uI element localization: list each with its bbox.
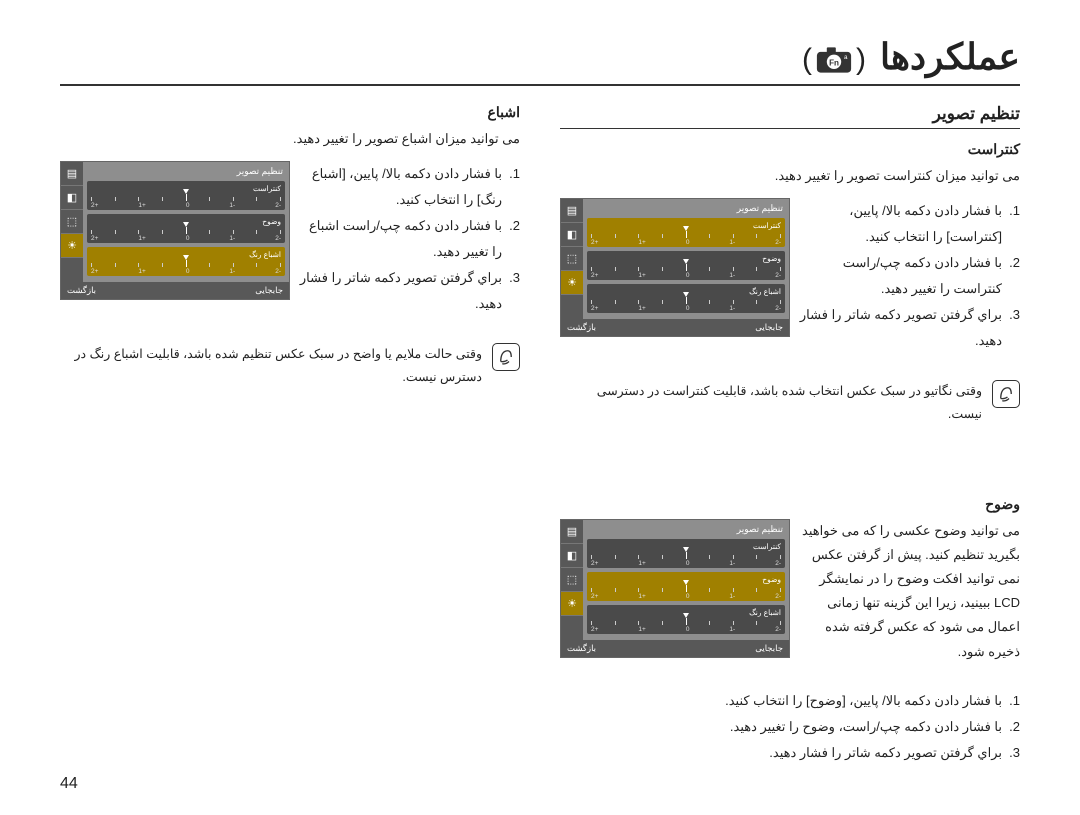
- panel-header: تنظیم تصویر: [237, 166, 283, 177]
- left-column: اشباع می توانید میزان اشباع تصویر را تغی…: [60, 104, 520, 778]
- desc-sat: می توانید میزان اشباع تصویر را تغییر دهی…: [60, 127, 520, 151]
- note-icon: [492, 343, 520, 371]
- step-text: براي گرفتن تصویر دکمه شاتر را فشار دهید.: [769, 745, 1002, 760]
- panel-row-sharp: می توانید وضوح عکسی را که می خواهید بگیر…: [560, 519, 1020, 673]
- panel-side-icon: ▤: [561, 199, 583, 223]
- steps-sharp: 1.با فشار دادن دکمه بالا/ پایین، [وضوح] …: [560, 688, 1020, 766]
- panel-slider-row: اشباع رنگ -2-10+1+2: [587, 605, 785, 634]
- panel-sidebar: ▤◧⬚☀: [561, 520, 583, 640]
- panel-slider-row: اشباع رنگ -2-10+1+2: [587, 284, 785, 313]
- panel-slider-row: وضوح -2-10+1+2: [87, 214, 285, 243]
- step-text: با فشار دادن دکمه چپ/راست، وضوح را تغییر…: [730, 719, 1002, 734]
- page-title: عملکردها: [880, 36, 1020, 78]
- step-text: با فشار دادن دکمه چپ/راست اشباع را تغییر…: [309, 218, 502, 259]
- panel-slider-row: کنتراست -2-10+1+2: [587, 539, 785, 568]
- panel-slider-row: اشباع رنگ -2-10+1+2: [87, 247, 285, 276]
- page-number: 44: [60, 775, 78, 793]
- step-text: با فشار دادن دکمه بالا/ پایین، [اشباع رن…: [312, 166, 502, 207]
- panel-foot-move: جابجایی: [255, 285, 283, 296]
- panel-slider-row: کنتراست -2-10+1+2: [587, 218, 785, 247]
- panel-side-icon: ▤: [61, 162, 83, 186]
- panel-side-icon: ⬚: [561, 247, 583, 271]
- panel-row-sat: 1.با فشار دادن دکمه بالا/ پایین، [اشباع …: [60, 161, 520, 329]
- panel-foot-move: جابجایی: [755, 643, 783, 654]
- panel-side-icon: ☀: [61, 234, 83, 258]
- step-text: براي گرفتن تصویر دکمه شاتر را فشار دهید.: [800, 307, 1002, 348]
- panel-slider-row: کنتراست -2-10+1+2: [87, 181, 285, 210]
- subtitle-sharp: وضوح: [560, 496, 1020, 513]
- note-icon: [992, 380, 1020, 408]
- camera-fn-icon: Fn a: [816, 46, 852, 74]
- steps-sat: 1.با فشار دادن دکمه بالا/ پایین، [اشباع …: [298, 161, 520, 317]
- lcd-panel-sharp: تنظیم تصویر کنتراست -2-10+1+2 وضوح -2-10…: [560, 519, 790, 658]
- step-text: با فشار دادن دکمه بالا/ پایین، [کنتراست]…: [849, 203, 1002, 244]
- desc-sharp: می توانید وضوح عکسی را که می خواهید بگیر…: [798, 519, 1020, 663]
- panel-side-icon: ⬚: [61, 210, 83, 234]
- svg-text:Fn: Fn: [829, 58, 839, 67]
- panel-header: تنظیم تصویر: [737, 524, 783, 535]
- panel-side-icon: ▤: [561, 520, 583, 544]
- note-contrast: وقتی نگاتیو در سبک عکس انتخاب شده باشد، …: [560, 380, 1020, 426]
- step-text: با فشار دادن دکمه چپ/راست کنتراست را تغی…: [843, 255, 1002, 296]
- lcd-panel-contrast: تنظیم تصویر کنتراست -2-10+1+2 وضوح -2-10…: [560, 198, 790, 337]
- panel-foot-move: جابجایی: [755, 322, 783, 333]
- panel-side-icon: ⬚: [561, 568, 583, 592]
- note-text-sat: وقتی حالت ملایم یا واضح در سبک عکس تنظیم…: [60, 343, 482, 389]
- panel-slider-row: وضوح -2-10+1+2: [587, 572, 785, 601]
- panel-foot-back: بازگشت: [567, 322, 596, 333]
- panel-header: تنظیم تصویر: [737, 203, 783, 214]
- svg-text:a: a: [844, 54, 848, 61]
- note-sat: وقتی حالت ملایم یا واضح در سبک عکس تنظیم…: [60, 343, 520, 389]
- panel-foot-back: بازگشت: [67, 285, 96, 296]
- panel-row-contrast: 1.با فشار دادن دکمه بالا/ پایین، [کنتراس…: [560, 198, 1020, 366]
- desc-contrast: می توانید میزان کنتراست تصویر را تغییر د…: [560, 164, 1020, 188]
- lcd-panel-sat: تنظیم تصویر کنتراست -2-10+1+2 وضوح -2-10…: [60, 161, 290, 300]
- panel-foot-back: بازگشت: [567, 643, 596, 654]
- panel-side-icon: ☀: [561, 271, 583, 295]
- subtitle-contrast: کنتراست: [560, 141, 1020, 158]
- panel-sidebar: ▤◧⬚☀: [561, 199, 583, 319]
- subtitle-sat: اشباع: [60, 104, 520, 121]
- masthead: عملکردها ( Fn a ): [60, 36, 1020, 86]
- section-title-image-adjust: تنظیم تصویر: [560, 104, 1020, 129]
- panel-side-icon: ☀: [561, 592, 583, 616]
- panel-side-icon: ◧: [61, 186, 83, 210]
- masthead-icon-group: ( Fn a ): [802, 43, 866, 77]
- steps-contrast: 1.با فشار دادن دکمه بالا/ پایین، [کنتراس…: [798, 198, 1020, 354]
- step-text: براي گرفتن تصویر دکمه شاتر را فشار دهید.: [300, 270, 502, 311]
- panel-sidebar: ▤◧⬚☀: [61, 162, 83, 282]
- right-column: تنظیم تصویر کنتراست می توانید میزان کنتر…: [560, 104, 1020, 778]
- panel-side-icon: ◧: [561, 544, 583, 568]
- note-text-contrast: وقتی نگاتیو در سبک عکس انتخاب شده باشد، …: [560, 380, 982, 426]
- content-columns: تنظیم تصویر کنتراست می توانید میزان کنتر…: [60, 104, 1020, 778]
- panel-side-icon: ◧: [561, 223, 583, 247]
- panel-slider-row: وضوح -2-10+1+2: [587, 251, 785, 280]
- step-text: با فشار دادن دکمه بالا/ پایین، [وضوح] را…: [725, 693, 1002, 708]
